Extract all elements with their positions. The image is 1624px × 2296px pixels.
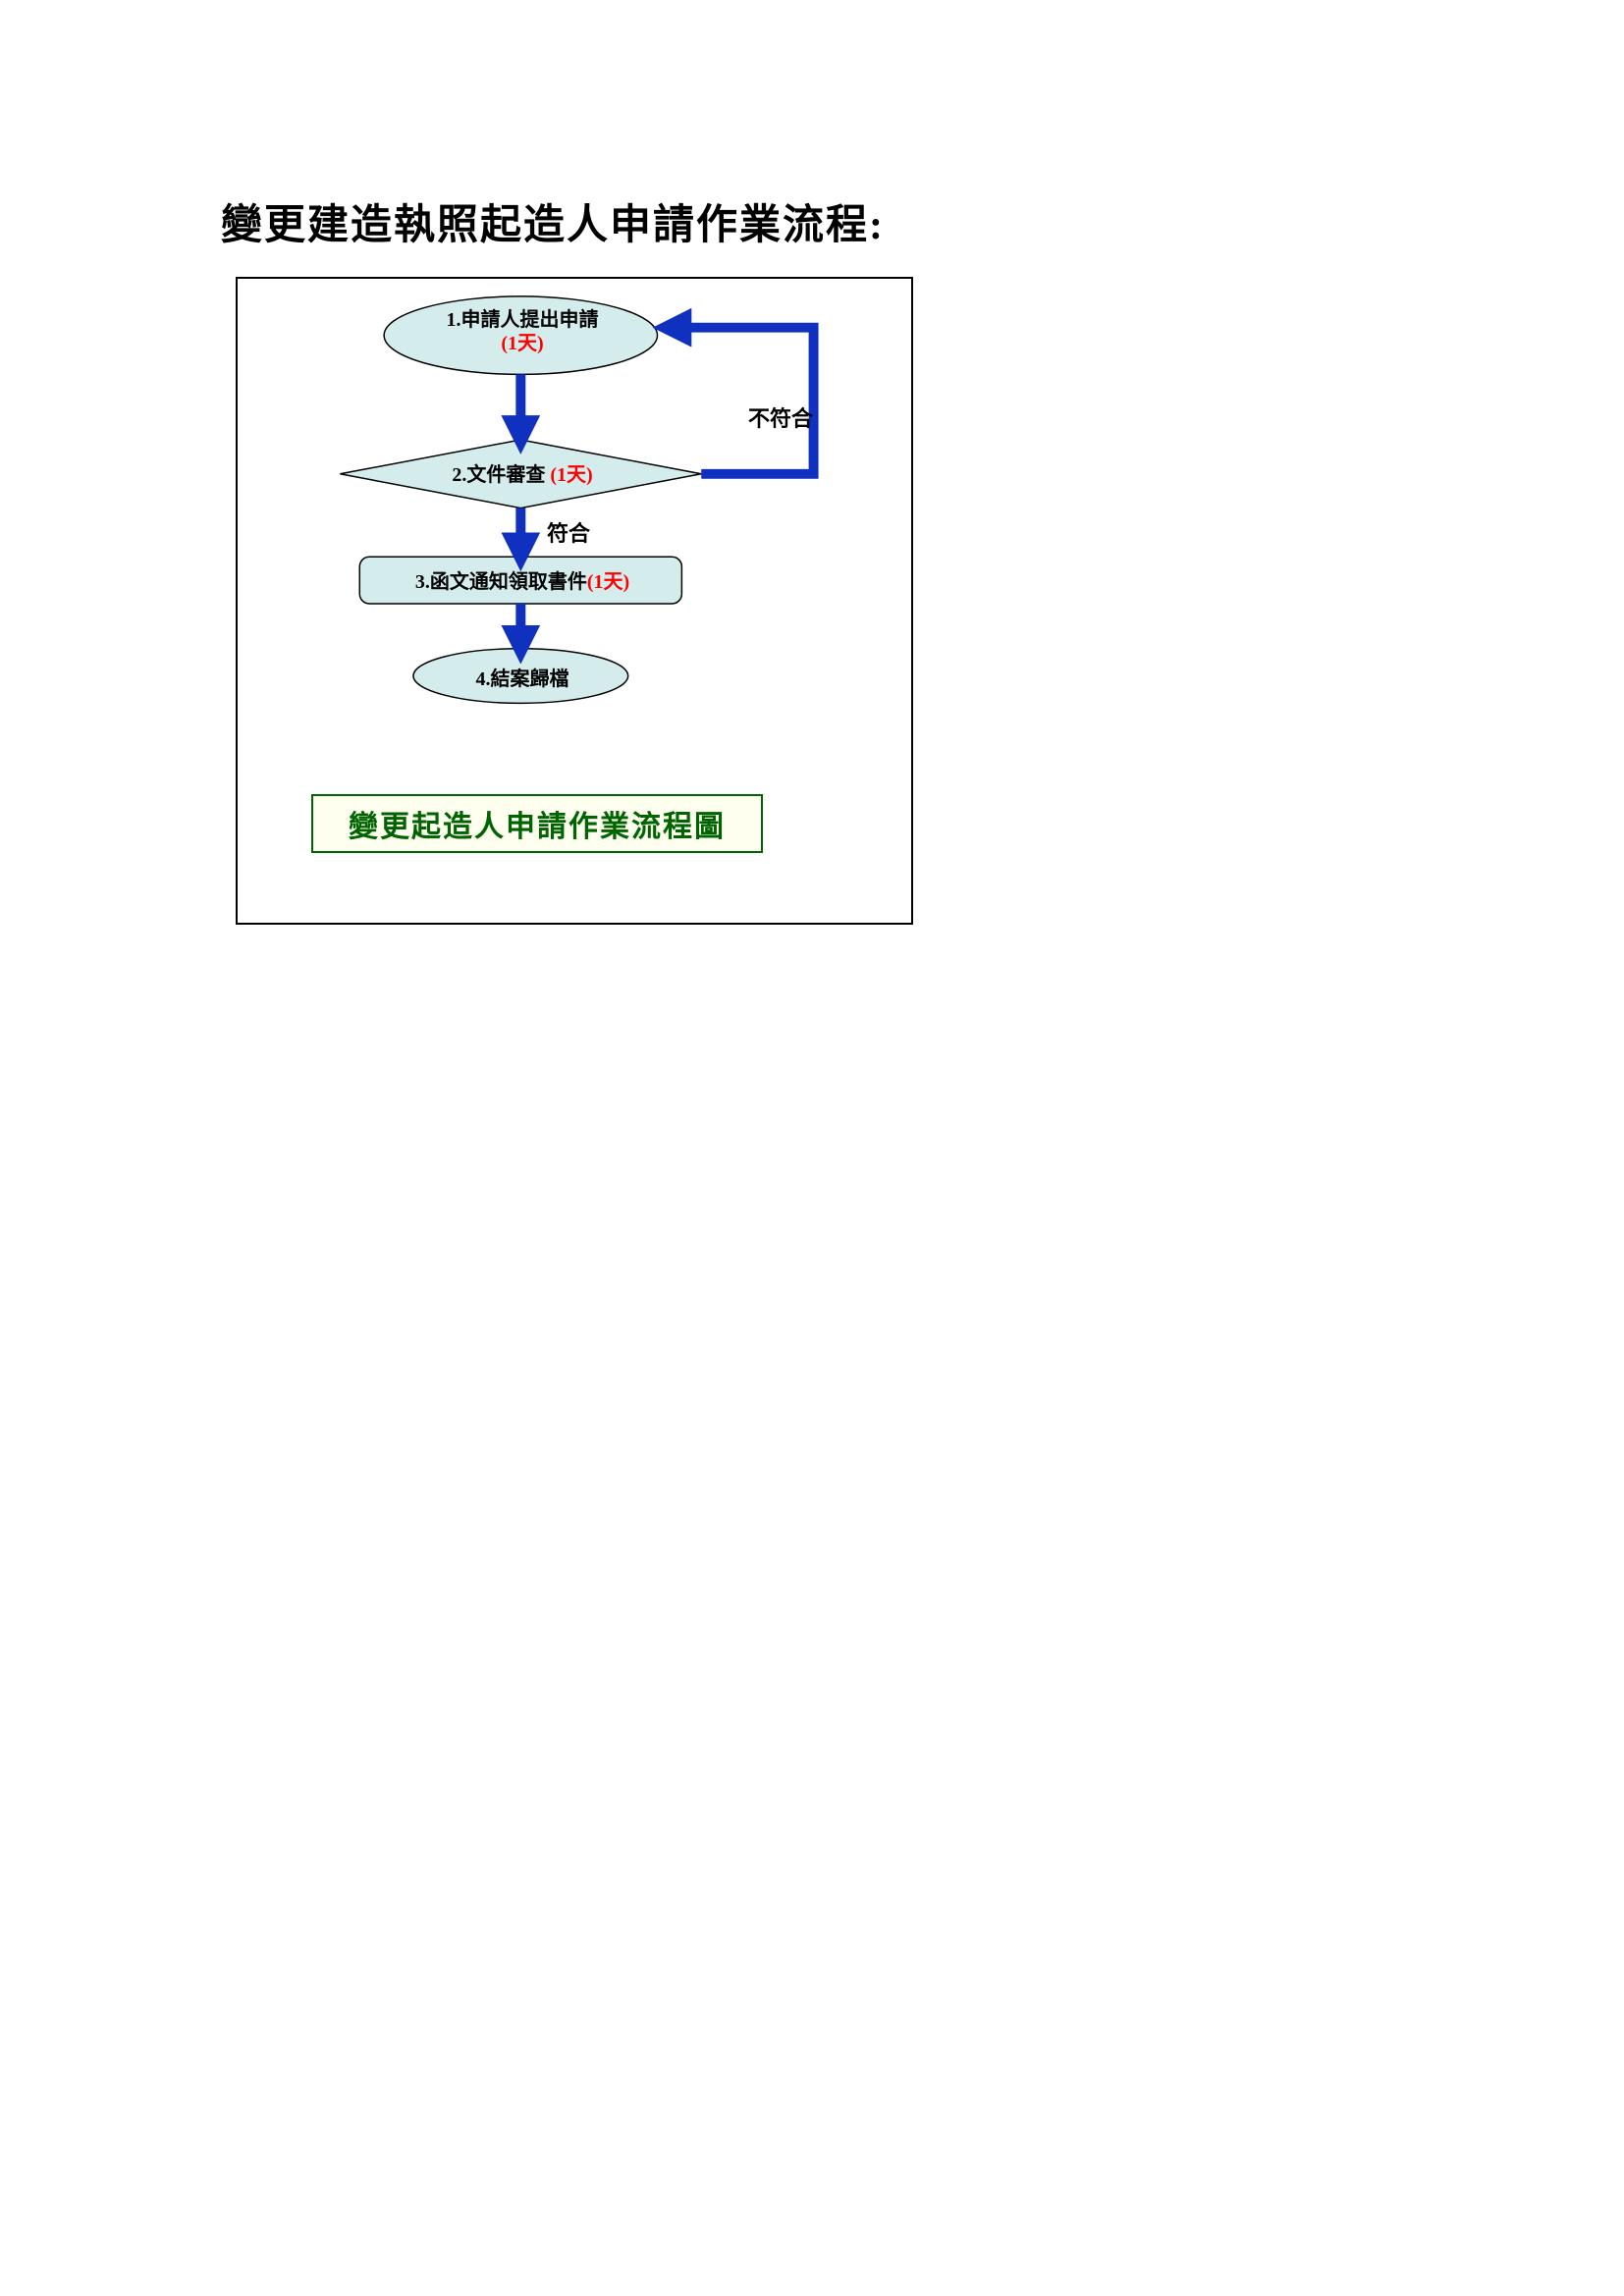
node-3-duration: (1天) [587,571,629,593]
edge-label-match: 符合 [547,516,590,548]
node-2-label: 2.文件審查 (1天) [395,463,650,487]
node-4-label: 4.結案歸檔 [434,667,611,691]
node-2-duration: (1天) [550,464,592,486]
node-1-duration: (1天) [409,332,635,355]
node-2-text: 2.文件審查 [452,464,550,486]
node-4-text: 4.結案歸檔 [434,667,611,691]
edge-label-nomatch: 不符合 [748,401,813,433]
node-1-label: 1.申請人提出申請 (1天) [409,308,635,355]
node-1-text: 1.申請人提出申請 [409,308,635,332]
page-title: 變更建造執照起造人申請作業流程: [221,191,885,251]
flowchart-container: 1.申請人提出申請 (1天) 2.文件審查 (1天) 3.函文通知領取書件(1天… [236,277,913,925]
flowchart-caption: 變更起造人申請作業流程圖 [311,794,763,853]
node-3-label: 3.函文通知領取書件(1天) [370,570,675,594]
node-3-text: 3.函文通知領取書件 [415,571,587,593]
